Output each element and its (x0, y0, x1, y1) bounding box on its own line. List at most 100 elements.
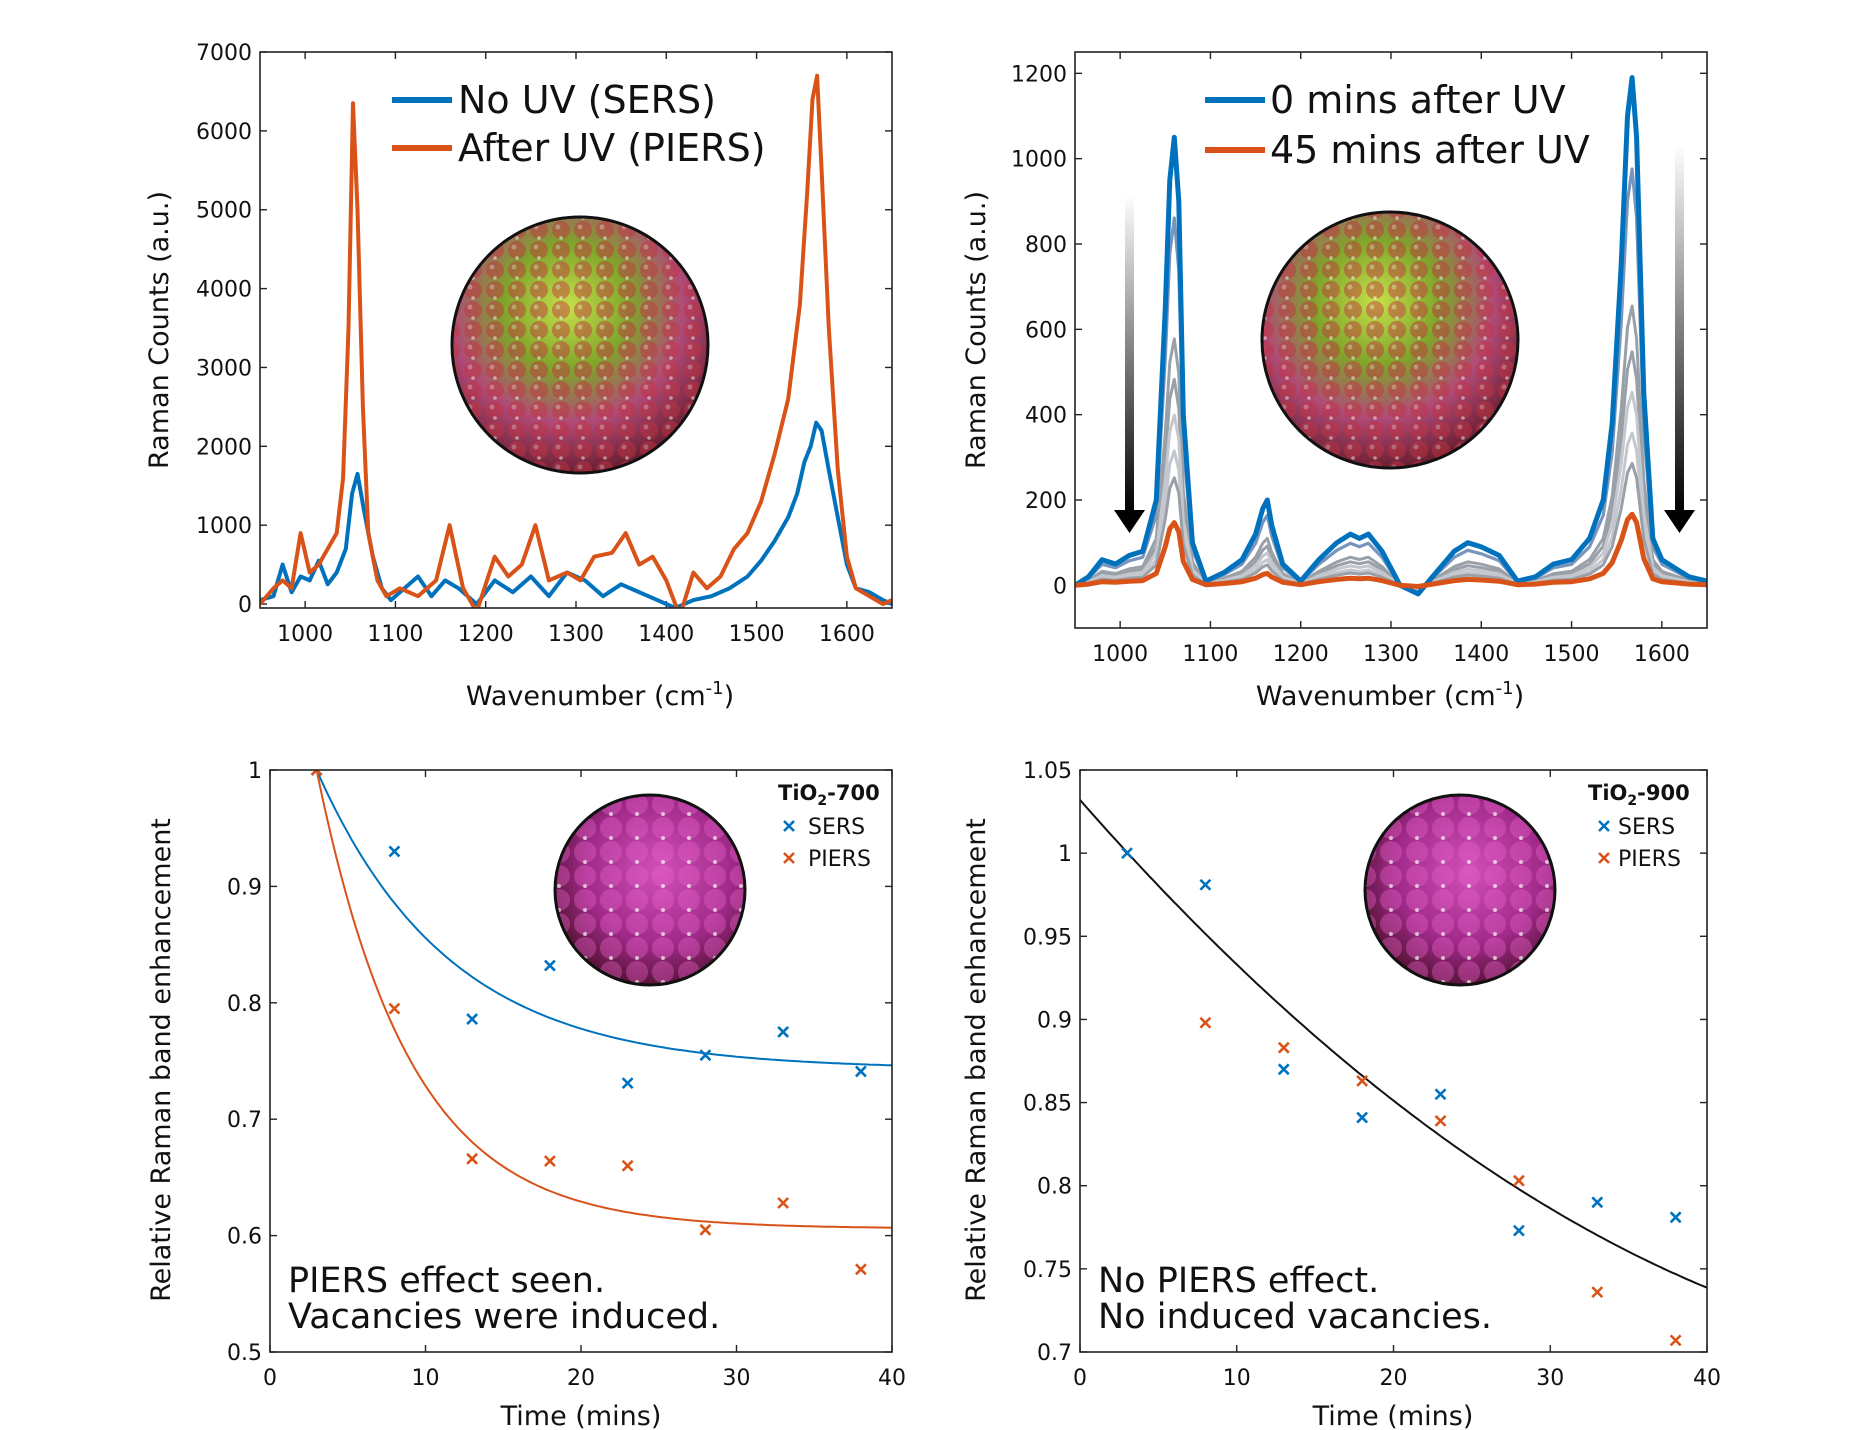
panel-a-y-tick-label: 2000 (196, 435, 252, 460)
panel-d-y-axis-label: Relative Raman band enhancement (961, 818, 992, 1302)
panel-c-legend-title: TiO2-700 (778, 781, 880, 809)
panel-d-legend-marker-sers (1598, 820, 1610, 832)
panel-d-y-tick-label: 0.95 (1023, 925, 1072, 950)
panel-a-series-after-uv-piers (260, 73, 892, 608)
panel-a-x-axis-label: Wavenumber (cm-1) (466, 678, 734, 712)
panel-b-spectra-decay: 1000 1100 1200 1300 1400 1500 1600 0 200 400 600 80… (961, 51, 1708, 712)
panel-a-y-tick-label: 1000 (196, 514, 252, 539)
panel-b-x-tick-label: 1200 (1273, 642, 1329, 667)
panel-c-annotation-line-1: PIERS effect seen. (288, 1261, 605, 1301)
panel-c-point-sers (466, 1013, 479, 1026)
panel-b-series-trace-7 (1075, 511, 1707, 589)
panel-d-point-sers (1591, 1196, 1604, 1209)
panel-c-point-piers (699, 1223, 712, 1236)
panel-c-point-piers (388, 1002, 401, 1015)
panel-d-tio2-900-decay: 0 10 20 30 40 0.7 0.75 0.8 0.85 0.9 0.95 1 1.05 TiO2… (961, 759, 1721, 1430)
panel-b-arrow-right (1664, 145, 1695, 533)
panel-b-x-tick-label: 1500 (1544, 642, 1600, 667)
panel-a-legend-label-piers: After UV (PIERS) (458, 126, 766, 170)
panel-c-point-piers (543, 1155, 556, 1168)
panel-c-y-tick-label: 0.7 (227, 1108, 262, 1133)
panel-d-inset-image (1363, 793, 1557, 987)
panel-a-x-tick-label: 1200 (458, 622, 514, 647)
panel-a-spectra-sers-piers: 1000 1100 1200 1300 1400 1500 1600 0 1000 2000 300… (144, 41, 893, 712)
panel-a-series-lines (260, 73, 892, 608)
panel-d-legend-label-sers: SERS (1618, 815, 1675, 840)
panel-b-legend: 0 mins after UV 45 mins after UV (1205, 78, 1590, 172)
panel-d-point-piers (1512, 1174, 1525, 1187)
panel-a-y-axis-label: Raman Counts (a.u.) (144, 191, 175, 469)
panel-d-legend-label-piers: PIERS (1618, 847, 1681, 872)
panel-b-x-tick-label: 1300 (1363, 642, 1419, 667)
panel-c-point-piers (854, 1263, 867, 1276)
panel-c-legend-cross-piers (783, 852, 795, 864)
panel-d-point-piers (1356, 1075, 1369, 1087)
panel-a-y-tick-label: 6000 (196, 120, 252, 145)
panel-a-y-tick-label: 5000 (196, 199, 252, 224)
panel-c-point-sers (854, 1065, 867, 1078)
panel-a-x-tick-label: 1100 (367, 622, 423, 647)
panel-a-axes-box (259, 51, 893, 609)
panel-c-y-tick-label: 0.8 (227, 992, 262, 1017)
panel-c-axes-box (269, 769, 893, 1353)
panel-c-x-tick-label: 10 (412, 1366, 440, 1391)
panel-b-ticks: 1000 1100 1200 1300 1400 1500 1600 0 200 400 600 80… (1011, 52, 1707, 667)
panel-b-y-axis-label: Raman Counts (a.u.) (961, 191, 992, 469)
panel-d-point-sers (1512, 1224, 1525, 1237)
panel-b-series-trace-6 (1075, 462, 1707, 589)
panel-a-x-tick-label: 1300 (548, 622, 604, 647)
panel-a-x-tick-label: 1400 (638, 622, 694, 647)
panel-b-series-trace-5 (1075, 431, 1707, 590)
panel-c-y-tick-label: 0.5 (227, 1341, 262, 1366)
panel-c-y-tick-label: 0.6 (227, 1225, 262, 1250)
panel-d-fit-curve-0 (1080, 799, 1707, 1289)
panel-b-x-tick-label: 1400 (1453, 642, 1509, 667)
panel-b-series-trace-0 (1075, 75, 1707, 597)
panel-d-x-tick-label: 30 (1536, 1366, 1564, 1391)
panel-c-point-piers (777, 1197, 790, 1209)
panel-b-y-tick-label: 0 (1053, 574, 1067, 599)
panel-d-point-piers (1591, 1286, 1604, 1299)
panel-c-point-sers (621, 1077, 634, 1090)
panel-b-y-tick-label: 400 (1025, 404, 1067, 429)
panel-b-x-axis-label: Wavenumber (cm-1) (1256, 678, 1524, 712)
panel-d-legend-cross-piers (1598, 852, 1610, 864)
panel-d-point-piers (1434, 1114, 1447, 1127)
panel-c-fit-curve-1 (315, 770, 892, 1229)
panel-d-legend-cross-sers (1598, 820, 1610, 832)
panel-b-series-trace-3 (1075, 350, 1707, 591)
panel-d-legend: TiO2-900 SERS PIERS (1588, 781, 1690, 872)
panel-d-axes-box (1079, 769, 1708, 1353)
panel-c-point-piers (466, 1152, 479, 1165)
panel-c-annotation-line-2: Vacancies were induced. (288, 1297, 720, 1337)
panel-d-legend-marker-piers (1598, 852, 1610, 864)
panel-d-annotation-line-1: No PIERS effect. (1098, 1261, 1379, 1301)
panel-b-series-trace-2 (1075, 304, 1707, 592)
panel-b-x-tick-label: 1100 (1182, 642, 1238, 667)
panel-a-legend-label-sers: No UV (SERS) (458, 78, 716, 122)
panel-d-y-tick-label: 1 (1058, 842, 1072, 867)
panel-a-inset-image (450, 215, 710, 475)
panel-d-y-tick-label: 0.7 (1037, 1341, 1072, 1366)
panel-d-y-tick-label: 0.75 (1023, 1258, 1072, 1283)
panel-d-point-sers (1121, 847, 1133, 860)
panel-c-x-axis-label: Time (mins) (500, 1401, 662, 1430)
panel-c-legend-label-piers: PIERS (808, 847, 871, 872)
panel-a-y-tick-label: 0 (238, 593, 252, 618)
panel-c-legend-label-sers: SERS (808, 815, 865, 840)
panel-c-x-tick-label: 40 (878, 1366, 906, 1391)
panel-d-point-piers (1199, 1016, 1212, 1029)
panel-d-y-tick-label: 0.9 (1037, 1008, 1072, 1033)
panel-c-point-sers (388, 845, 401, 858)
panel-c-tio2-700-decay: 0 10 20 30 40 0.5 0.6 0.7 0.8 0.9 1 TiO2-700 SERS … (146, 759, 906, 1430)
panel-b-y-tick-label: 200 (1025, 489, 1067, 514)
panel-d-annotation-line-2: No induced vacancies. (1098, 1297, 1492, 1337)
panel-d-point-sers (1356, 1111, 1369, 1124)
panel-b-series-trace-4 (1075, 390, 1707, 591)
panel-c-legend-marker-sers (783, 820, 795, 832)
panel-c-fit-curves (315, 770, 892, 1229)
panel-b-axes-box (1074, 51, 1708, 629)
panel-d-legend-title: TiO2-900 (1588, 781, 1690, 809)
panel-c-point-piers (310, 770, 323, 776)
panel-d-y-tick-label: 0.8 (1037, 1175, 1072, 1200)
